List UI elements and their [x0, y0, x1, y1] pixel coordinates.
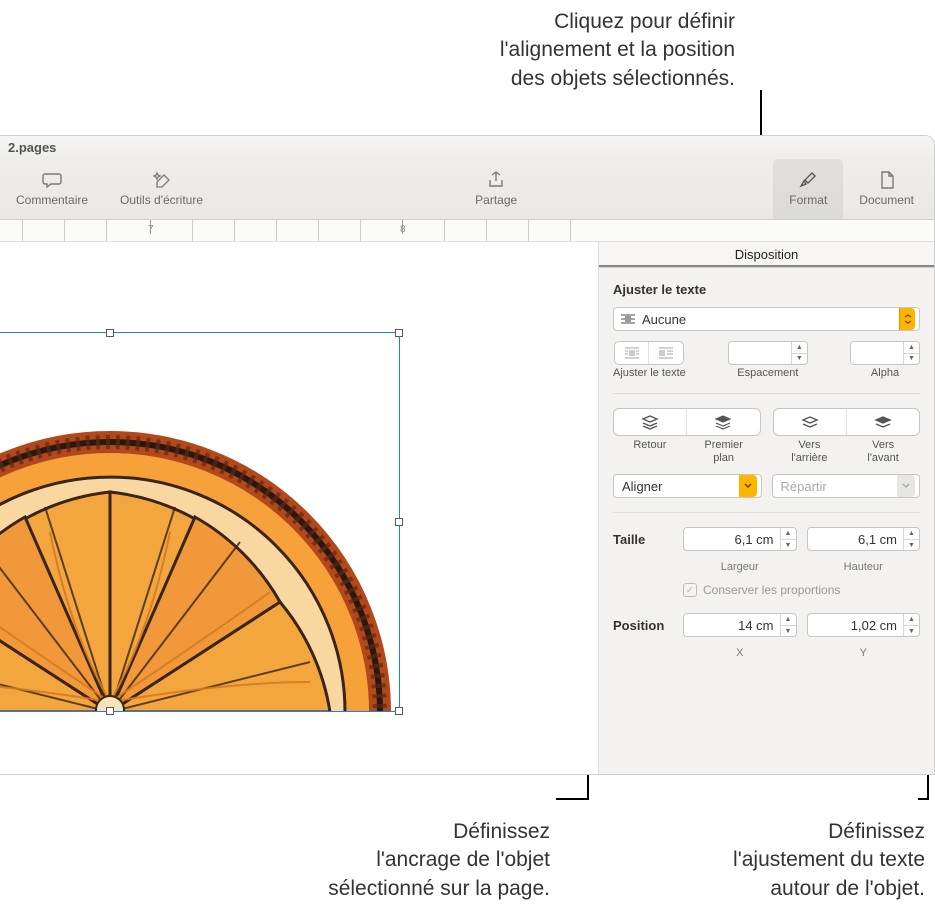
- step-up[interactable]: ▲: [904, 342, 919, 354]
- step-down[interactable]: ▼: [904, 354, 919, 365]
- align-dropdown[interactable]: Aligner: [613, 474, 762, 498]
- resize-handle[interactable]: [106, 329, 114, 337]
- callout-top: Cliquez pour définir l'alignement et la …: [335, 8, 735, 93]
- step-down[interactable]: ▼: [904, 626, 919, 637]
- front-label: Premier plan: [687, 436, 761, 464]
- send-to-back-button[interactable]: [614, 409, 687, 435]
- width-value: 6,1 cm: [684, 528, 780, 550]
- width-field[interactable]: 6,1 cm ▲▼: [683, 527, 797, 551]
- backward-label: Vers l'arrière: [773, 436, 847, 464]
- spacing-field[interactable]: ▲▼: [728, 341, 808, 365]
- bring-forward-button[interactable]: [847, 409, 919, 435]
- layer-forward-icon: [874, 415, 892, 429]
- layers-back-icon: [641, 414, 659, 430]
- size-label: Taille: [613, 532, 673, 547]
- resize-handle[interactable]: [395, 329, 403, 337]
- format-button[interactable]: Format: [773, 159, 843, 219]
- layer-backward-icon: [801, 415, 819, 429]
- resize-handle[interactable]: [395, 707, 403, 715]
- forward-label: Vers l'avant: [846, 436, 920, 464]
- fit-around-icon[interactable]: [615, 342, 649, 364]
- comment-button[interactable]: Commentaire: [0, 159, 104, 219]
- toolbar: Commentaire Outils d'écriture Partage F: [0, 158, 934, 220]
- bring-to-front-button[interactable]: [687, 409, 759, 435]
- step-down[interactable]: ▼: [781, 540, 796, 551]
- wrap-none-icon: [620, 313, 636, 325]
- adjust-text-title: Ajuster le texte: [613, 282, 920, 297]
- spacing-label: Espacement: [737, 367, 798, 379]
- callout-line: [556, 798, 589, 800]
- y-value: 1,02 cm: [808, 614, 904, 636]
- ruler[interactable]: 7 8: [0, 220, 934, 242]
- paintbrush-icon: [797, 171, 819, 189]
- height-field[interactable]: 6,1 cm ▲▼: [807, 527, 921, 551]
- layers-front-icon: [714, 414, 732, 430]
- resize-handle[interactable]: [106, 707, 114, 715]
- window-title: 2.pages: [0, 136, 934, 158]
- separator: [613, 512, 920, 513]
- height-value: 6,1 cm: [808, 528, 904, 550]
- toolbar-label: Document: [859, 193, 914, 207]
- y-sublabel: Y: [807, 647, 921, 659]
- selection-box[interactable]: [0, 332, 400, 712]
- toolbar-label: Partage: [475, 193, 517, 207]
- fit-above-below-icon[interactable]: [649, 342, 683, 364]
- callout-line: [918, 798, 929, 800]
- work-area: Disposition Ajuster le texte Aucune: [0, 242, 934, 774]
- step-up[interactable]: ▲: [904, 528, 919, 540]
- send-backward-button[interactable]: [774, 409, 847, 435]
- callout-bottom-right: Définissez l'ajustement du texte autour …: [645, 818, 925, 903]
- x-sublabel: X: [683, 647, 797, 659]
- back-label: Retour: [613, 436, 687, 464]
- width-sublabel: Largeur: [683, 561, 797, 573]
- separator: [613, 393, 920, 394]
- constrain-label: Conserver les proportions: [703, 583, 840, 597]
- document-button[interactable]: Document: [843, 159, 930, 219]
- x-field[interactable]: 14 cm ▲▼: [683, 613, 797, 637]
- step-down[interactable]: ▼: [904, 540, 919, 551]
- callout-bottom-left: Définissez l'ancrage de l'objet sélectio…: [210, 818, 550, 903]
- position-label: Position: [613, 618, 673, 633]
- dropdown-value: Aucune: [642, 312, 686, 327]
- toolbar-label: Commentaire: [16, 193, 88, 207]
- share-button[interactable]: Partage: [459, 159, 533, 219]
- alpha-value: [851, 342, 903, 364]
- share-icon: [485, 171, 507, 189]
- tab-arrange[interactable]: Disposition: [599, 242, 934, 267]
- x-value: 14 cm: [684, 614, 780, 636]
- step-up[interactable]: ▲: [781, 528, 796, 540]
- inspector-tabs: Disposition: [599, 242, 934, 268]
- height-sublabel: Hauteur: [807, 561, 921, 573]
- step-up[interactable]: ▲: [904, 614, 919, 626]
- comment-icon: [41, 171, 63, 189]
- alpha-label: Alpha: [871, 367, 899, 379]
- resize-handle[interactable]: [395, 518, 403, 526]
- toolbar-label: Format: [789, 193, 827, 207]
- toolbar-label: Outils d'écriture: [120, 193, 203, 207]
- step-down[interactable]: ▼: [781, 626, 796, 637]
- writing-tools-button[interactable]: Outils d'écriture: [104, 159, 219, 219]
- document-icon: [876, 171, 898, 189]
- adjust-text-label: Ajuster le texte: [613, 367, 686, 379]
- distribute-dropdown[interactable]: Répartir: [772, 474, 921, 498]
- y-field[interactable]: 1,02 cm ▲▼: [807, 613, 921, 637]
- inspector-panel: Disposition Ajuster le texte Aucune: [598, 242, 934, 774]
- distribute-label: Répartir: [781, 479, 827, 494]
- text-fit-segmented[interactable]: [614, 341, 684, 365]
- alpha-field[interactable]: ▲▼: [850, 341, 920, 365]
- step-down[interactable]: ▼: [792, 354, 807, 365]
- text-wrap-dropdown[interactable]: Aucune: [613, 307, 920, 331]
- step-up[interactable]: ▲: [781, 614, 796, 626]
- spacing-value: [729, 342, 791, 364]
- step-up[interactable]: ▲: [792, 342, 807, 354]
- constrain-checkbox[interactable]: ✓: [683, 583, 697, 597]
- align-label: Aligner: [622, 479, 662, 494]
- sparkle-pencil-icon: [151, 171, 173, 189]
- document-canvas[interactable]: [0, 242, 598, 774]
- app-window: 2.pages Commentaire Outils d'écriture Pa…: [0, 135, 935, 775]
